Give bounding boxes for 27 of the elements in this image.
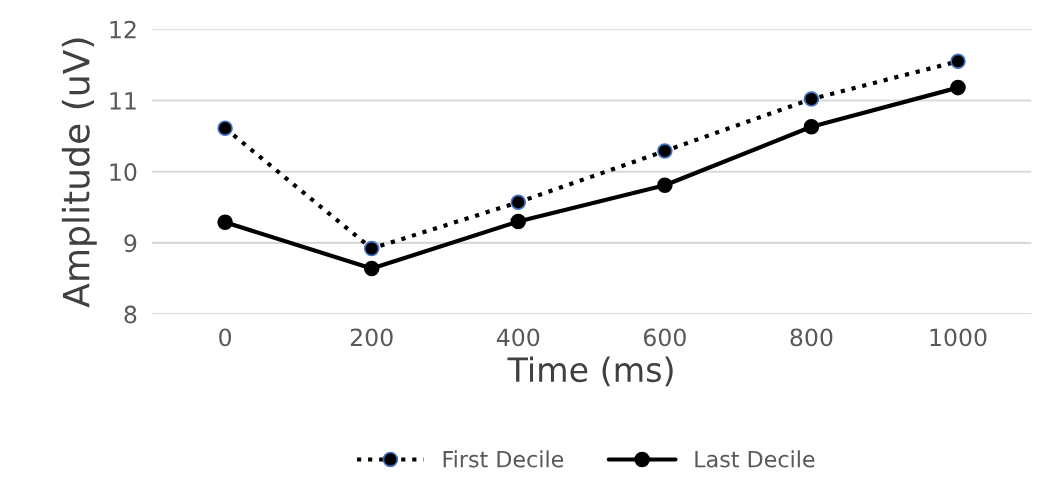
point (363, 260, 380, 277)
y-tick-label: 9 (124, 234, 137, 253)
legend-label: Last Decile (695, 450, 815, 468)
y-tick-label: 12 (110, 20, 136, 39)
y-axis-title: Amplitude (uV) (61, 38, 97, 308)
point (363, 240, 380, 257)
x-tick-label: 0 (219, 328, 232, 347)
point (803, 91, 820, 107)
point (217, 120, 233, 137)
x-tick-label: 600 (643, 328, 686, 347)
point (657, 177, 673, 193)
x-axis-title: Time (ms) (507, 356, 673, 387)
point (510, 213, 527, 230)
x-tick-label: 800 (790, 328, 833, 347)
x-tick-label: 1000 (930, 328, 987, 347)
x-tick-label: 400 (496, 328, 540, 347)
y-tick-label: 11 (110, 92, 136, 110)
point (950, 79, 966, 96)
point (657, 143, 673, 159)
point (803, 119, 820, 135)
point (950, 53, 966, 70)
legend-label: First Decile (443, 450, 564, 468)
point (510, 194, 527, 211)
x-tick-label: 200 (350, 328, 393, 347)
y-tick-label: 10 (110, 163, 137, 181)
point (217, 214, 233, 231)
y-tick-label: 8 (124, 305, 137, 324)
